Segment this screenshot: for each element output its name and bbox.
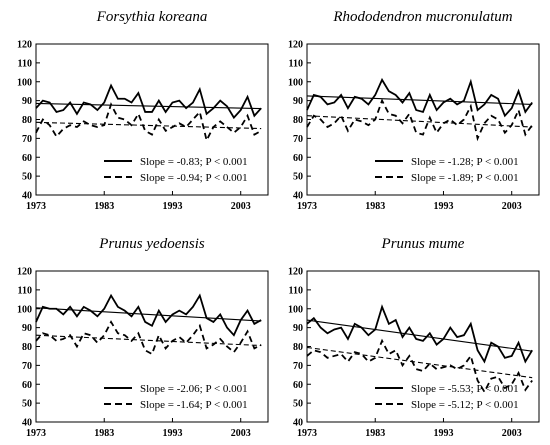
chart-title: Prunus mume <box>381 236 465 252</box>
y-tick-label: 40 <box>22 418 32 429</box>
y-tick-label: 70 <box>22 361 32 372</box>
series-line-dashed <box>306 98 533 142</box>
y-tick-label: 120 <box>288 267 303 278</box>
x-tick-label: 2003 <box>502 428 522 439</box>
y-tick-label: 120 <box>288 40 303 51</box>
legend-label: Slope = -1.28; P < 0.001 <box>411 156 519 168</box>
y-tick-label: 110 <box>18 58 32 69</box>
chart-title: Prunus yedoensis <box>98 236 205 252</box>
y-tick-label: 50 <box>293 399 303 410</box>
chart-title: Rhododendron mucronulatum <box>332 9 512 25</box>
legend-label: Slope = -5.53; P < 0.001 <box>411 383 519 395</box>
x-tick-label: 1983 <box>94 201 114 212</box>
y-tick-label: 110 <box>18 285 32 296</box>
y-tick-label: 50 <box>22 172 32 183</box>
x-tick-label: 1993 <box>433 428 453 439</box>
legend-label: Slope = -5.12; P < 0.001 <box>411 399 519 411</box>
y-tick-label: 80 <box>293 115 303 126</box>
chart-panel-2: Rhododendron mucronulatum 40 50 60 70 80 90 100… <box>288 9 540 212</box>
y-tick-label: 80 <box>22 342 32 353</box>
y-tick-label: 50 <box>293 172 303 183</box>
x-tick-label: 2003 <box>502 201 522 212</box>
y-tick-label: 40 <box>293 191 303 202</box>
x-tick-label: 1973 <box>26 428 46 439</box>
y-tick-label: 80 <box>293 342 303 353</box>
y-tick-label: 60 <box>22 153 32 164</box>
trend-line-dashed <box>306 346 533 379</box>
x-tick-label: 1983 <box>365 428 385 439</box>
y-tick-label: 90 <box>22 323 32 334</box>
y-tick-label: 100 <box>17 77 32 88</box>
y-tick-label: 120 <box>17 40 32 51</box>
y-tick-label: 100 <box>17 304 32 315</box>
y-tick-label: 70 <box>293 361 303 372</box>
trend-line-solid <box>35 307 262 322</box>
y-tick-label: 100 <box>288 77 303 88</box>
y-tick-label: 110 <box>289 285 303 296</box>
chart-panel-4: Prunus mume 40 50 60 70 80 90 100 110 120 1973 1983… <box>288 236 540 439</box>
x-tick-label: 1993 <box>162 201 182 212</box>
series-line-dashed <box>35 320 262 356</box>
x-tick-label: 1973 <box>297 428 317 439</box>
legend-label: Slope = -2.06; P < 0.001 <box>140 383 248 395</box>
y-tick-label: 40 <box>22 191 32 202</box>
trend-line-dashed <box>35 334 262 347</box>
chart-panel-1: Forsythia koreana 40 50 60 70 80 90 100 110 120 19… <box>17 9 269 212</box>
y-tick-label: 90 <box>22 96 32 107</box>
x-tick-label: 1973 <box>297 201 317 212</box>
trend-line-solid <box>306 95 533 105</box>
y-tick-label: 50 <box>22 399 32 410</box>
y-tick-label: 40 <box>293 418 303 429</box>
series-line-solid <box>35 293 262 337</box>
x-tick-label: 1983 <box>94 428 114 439</box>
trend-line-dashed <box>35 121 262 130</box>
y-tick-label: 70 <box>22 134 32 145</box>
y-tick-label: 60 <box>22 380 32 391</box>
legend-label: Slope = -1.64; P < 0.001 <box>140 399 248 411</box>
series-line-dashed <box>35 102 262 143</box>
y-tick-label: 90 <box>293 96 303 107</box>
series-line-dashed <box>306 338 533 394</box>
trend-line-dashed <box>306 115 533 128</box>
y-tick-label: 100 <box>288 304 303 315</box>
y-tick-label: 90 <box>293 323 303 334</box>
y-tick-label: 110 <box>289 58 303 69</box>
series-line-solid <box>306 77 533 118</box>
x-tick-label: 1973 <box>26 201 46 212</box>
trend-line-solid <box>35 102 262 110</box>
chart-panel-3: Prunus yedoensis 40 50 60 70 80 90 100 110 120 197… <box>17 236 269 439</box>
x-tick-label: 2003 <box>231 201 251 212</box>
y-tick-label: 60 <box>293 153 303 164</box>
trend-line-solid <box>306 319 533 352</box>
x-tick-label: 1993 <box>162 428 182 439</box>
x-tick-label: 1983 <box>365 201 385 212</box>
legend-label: Slope = -0.94; P < 0.001 <box>140 172 248 184</box>
legend-label: Slope = -0.83; P < 0.001 <box>140 156 248 168</box>
y-tick-label: 80 <box>22 115 32 126</box>
chart-title: Forsythia koreana <box>96 9 208 25</box>
series-line-solid <box>306 304 533 364</box>
x-tick-label: 1993 <box>433 201 453 212</box>
x-tick-label: 2003 <box>231 428 251 439</box>
y-tick-label: 70 <box>293 134 303 145</box>
legend-label: Slope = -1.89; P < 0.001 <box>411 172 519 184</box>
y-tick-label: 120 <box>17 267 32 278</box>
y-tick-label: 60 <box>293 380 303 391</box>
series-line-solid <box>35 83 262 120</box>
